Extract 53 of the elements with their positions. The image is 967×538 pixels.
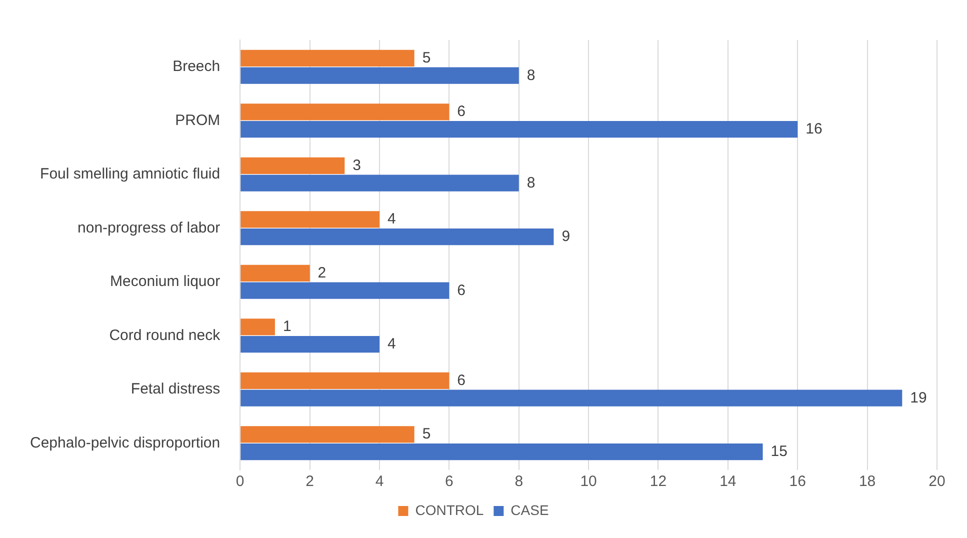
data-label: 6	[457, 103, 466, 120]
bar	[240, 50, 414, 66]
data-label: 16	[806, 120, 822, 138]
bar	[240, 426, 414, 443]
x-tick-label: 0	[236, 473, 244, 490]
bar	[240, 444, 763, 460]
x-tick-label: 8	[514, 473, 524, 490]
x-tick-label: 18	[858, 473, 876, 490]
bar	[240, 121, 798, 138]
bar	[240, 390, 902, 406]
x-tick-label: 4	[375, 473, 384, 490]
x-tick-label: 16	[789, 473, 806, 490]
data-label: 3	[352, 156, 361, 174]
bar	[240, 336, 380, 353]
y-tick-label: Fetal distress	[130, 380, 220, 398]
data-label: 4	[387, 210, 396, 228]
data-label: 8	[526, 66, 536, 84]
y-tick-label: Breech	[172, 58, 220, 76]
bar	[240, 67, 519, 84]
y-tick-label: Cephalo-pelvic disproportion	[30, 434, 220, 452]
y-tick-label: Foul smelling amniotic fluid	[40, 166, 220, 183]
x-tick-label: 20	[928, 473, 946, 490]
bar	[240, 282, 450, 299]
data-label: 5	[422, 426, 431, 443]
data-label: 2	[318, 264, 326, 282]
x-tick-label: 6	[445, 473, 454, 490]
data-label: 8	[526, 174, 536, 192]
x-tick-label: 10	[580, 473, 597, 490]
bar	[240, 104, 450, 120]
data-label: 9	[562, 228, 570, 245]
data-label: 4	[387, 336, 396, 352]
data-label: 1	[282, 318, 292, 336]
data-label: 5	[422, 49, 431, 66]
data-label: 19	[910, 389, 927, 406]
y-tick-label: Cord round neck	[109, 326, 221, 344]
bar	[240, 211, 380, 228]
data-label: 6	[457, 372, 466, 389]
bar	[240, 372, 450, 389]
bar	[240, 264, 310, 282]
x-tick-label: 14	[720, 473, 736, 490]
y-tick-label: Meconium liquor	[110, 273, 220, 290]
bar	[240, 228, 554, 246]
legend-label: CASE	[510, 502, 549, 518]
data-label: 15	[770, 443, 788, 460]
x-tick-label: 12	[650, 473, 667, 490]
data-label: 6	[457, 282, 466, 299]
y-tick-label: non-progress of labor	[78, 219, 220, 236]
bar	[240, 157, 345, 174]
y-tick-label: PROM	[175, 112, 220, 129]
bar	[240, 174, 519, 192]
x-tick-label: 2	[306, 473, 314, 490]
bar	[240, 318, 275, 336]
legend-label: CONTROL	[415, 502, 484, 518]
